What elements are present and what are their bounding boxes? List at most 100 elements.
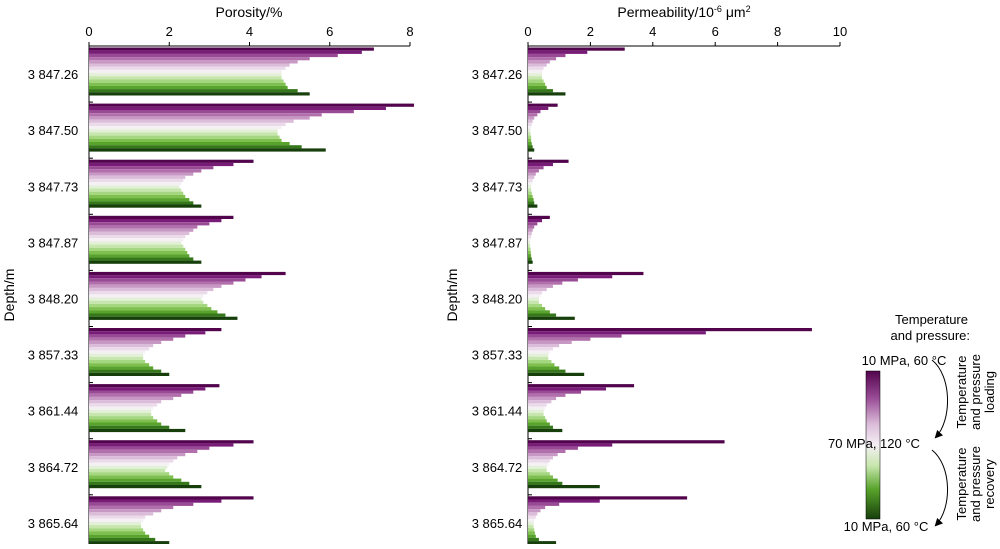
permeability-bar [528,313,557,317]
permeability-bar [528,496,688,500]
permeability-bar [528,337,591,341]
permeability-bar [528,400,552,404]
porosity-tick-label: 0 [85,24,92,39]
porosity-depth-labels: 3 847.26 3 847.50 3 847.73 3 847.87 3 848.20… [28,67,79,531]
porosity-bar [89,278,246,282]
porosity-bar [89,228,194,232]
permeability-bar [528,353,549,357]
porosity-bar [89,57,310,61]
porosity-bar [89,235,186,239]
porosity-bar [89,169,202,173]
porosity-bar [89,182,182,186]
permeability-bar [528,344,560,348]
porosity-bar [89,521,142,526]
porosity-bar [89,400,162,404]
porosity-bar [89,403,158,407]
recovery-caption-line1: Temperature [954,448,969,521]
permeability-bar [528,521,534,526]
permeability-bar [528,350,550,354]
legend-title-line2: and pressure: [891,328,971,343]
permeability-bar [528,76,543,80]
permeability-bar [528,132,531,136]
permeability-bar [528,297,539,301]
porosity-bar [89,79,284,83]
porosity-bar [89,172,194,176]
permeability-depth-label: 3 847.87 [472,235,523,250]
porosity-bar [89,50,362,54]
porosity-bar [89,129,278,133]
permeability-panel: Permeability/10-6 μm2 0 2 4 6 8 10 3 847.263 … [444,4,847,549]
permeability-bar [528,148,535,152]
permeability-bar [528,369,566,373]
permeability-bar [528,502,560,506]
permeability-bar [528,419,547,423]
permeability-bar [528,225,535,229]
permeability-bar [528,79,544,83]
porosity-bar [89,344,154,348]
permeability-bar [528,142,532,146]
porosity-bar [89,369,162,373]
permeability-bar [528,525,534,529]
permeability-bar [528,275,613,279]
porosity-bar [89,356,144,360]
permeability-bar [528,166,544,170]
permeability-bar [528,505,546,510]
permeability-bar [528,515,536,519]
porosity-bar [89,537,156,542]
permeability-bar [528,475,553,479]
permeability-bar [528,412,544,417]
porosity-depth-label: 3 847.87 [28,235,79,250]
permeability-bar [528,499,600,503]
porosity-bar [89,478,182,482]
porosity-bar [89,132,278,136]
porosity-bar [89,334,186,338]
permeability-depth-label: 3 847.73 [472,179,523,194]
porosity-bar [89,113,322,117]
porosity-bar [89,231,190,235]
permeability-bar [528,126,532,130]
permeability-bar [528,393,566,397]
porosity-ylabel: Depth/m [1,269,17,322]
permeability-bar [528,387,606,391]
porosity-bar [89,254,190,258]
porosity-bar [89,512,154,516]
permeability-bar [528,291,543,295]
permeability-bar [528,462,549,466]
porosity-bar [89,446,210,450]
recovery-arrow [931,449,948,527]
porosity-bar [89,416,154,420]
permeability-bar [528,251,531,255]
porosity-bar [89,303,208,308]
porosity-bar [89,204,202,208]
permeability-depth-label: 3 857.33 [472,348,523,363]
porosity-depth-label: 3 861.44 [28,404,79,419]
permeability-bar [528,103,558,107]
permeability-bar [528,512,538,516]
permeability-bar [528,159,569,163]
loading-caption: Temperature and pressure loading [954,354,997,430]
porosity-bar [89,188,182,192]
porosity-bar [89,135,280,139]
permeability-bar [528,63,547,67]
permeability-tick-label: 6 [712,24,719,39]
permeability-bar [528,425,553,429]
permeability-bar [528,422,550,426]
permeability-bar [528,119,533,123]
permeability-bar [528,188,532,192]
porosity-bar [89,440,254,444]
porosity-bar [89,76,282,80]
permeability-bar [528,235,532,239]
permeability-bar [528,453,558,457]
permeability-depth-label: 3 865.64 [472,516,523,531]
porosity-bar [89,443,234,447]
permeability-bar [528,228,533,232]
porosity-bar [89,534,150,538]
permeability-bar [528,138,532,142]
porosity-bar [89,502,194,506]
permeability-bar [528,69,543,74]
permeability-bar [528,340,572,344]
porosity-bars [89,47,415,545]
porosity-bar [89,92,310,96]
permeability-title: Permeability/10-6 μm2 [617,4,750,20]
